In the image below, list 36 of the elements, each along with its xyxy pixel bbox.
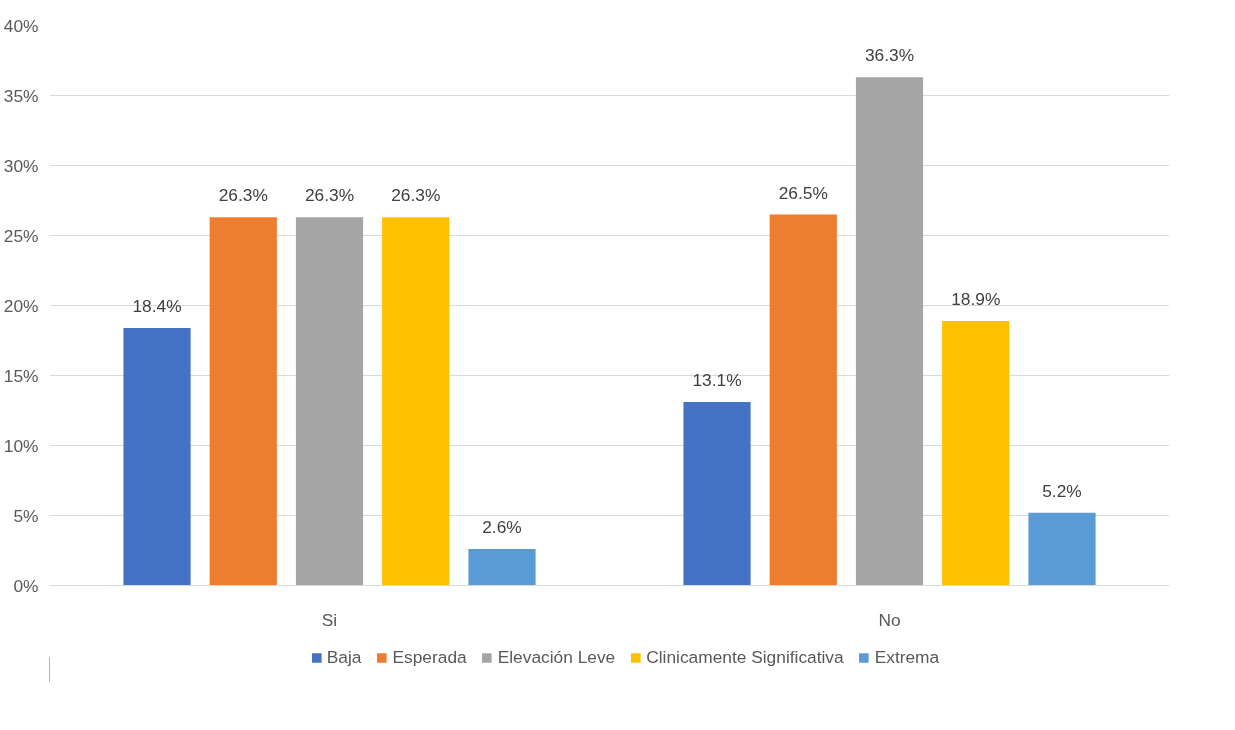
legend-label: Esperada bbox=[392, 646, 467, 668]
data-label: 5.2% bbox=[1042, 480, 1082, 501]
data-label: 26.3% bbox=[304, 185, 355, 206]
bar bbox=[683, 402, 751, 586]
bar bbox=[1028, 512, 1096, 586]
bar bbox=[209, 217, 277, 586]
legend-label: Baja bbox=[326, 646, 362, 668]
y-tick-label: 35% bbox=[3, 85, 39, 106]
y-tick-label: 15% bbox=[3, 365, 39, 386]
bar bbox=[769, 214, 837, 586]
y-tick-label: 5% bbox=[13, 505, 39, 526]
y-tick-label: 20% bbox=[3, 295, 39, 316]
data-label: 26.3% bbox=[391, 185, 441, 206]
x-tick-label: No bbox=[878, 609, 901, 630]
bar bbox=[382, 217, 450, 586]
x-tick-label: Si bbox=[321, 609, 338, 630]
data-label: 18.4% bbox=[132, 295, 182, 316]
bar bbox=[295, 217, 364, 586]
y-tick-label: 40% bbox=[3, 15, 39, 36]
legend-label: Clinicamente Significativa bbox=[646, 646, 844, 668]
bar bbox=[123, 327, 191, 586]
legend-label: Extrema bbox=[874, 646, 940, 668]
y-tick-label: 30% bbox=[3, 155, 39, 176]
data-label: 26.5% bbox=[778, 182, 828, 203]
bar bbox=[468, 549, 536, 586]
bar bbox=[942, 320, 1010, 586]
data-label: 2.6% bbox=[482, 517, 522, 538]
y-tick-label: 0% bbox=[13, 575, 39, 596]
data-label: 13.1% bbox=[692, 370, 742, 391]
data-label: 26.3% bbox=[218, 185, 268, 206]
data-label: 18.9% bbox=[951, 288, 1001, 309]
y-tick-label: 25% bbox=[3, 225, 39, 246]
y-tick-label: 10% bbox=[3, 435, 39, 456]
legend-label: Elevación Leve bbox=[497, 646, 616, 668]
bar bbox=[855, 77, 924, 586]
data-label: 36.3% bbox=[864, 45, 915, 66]
